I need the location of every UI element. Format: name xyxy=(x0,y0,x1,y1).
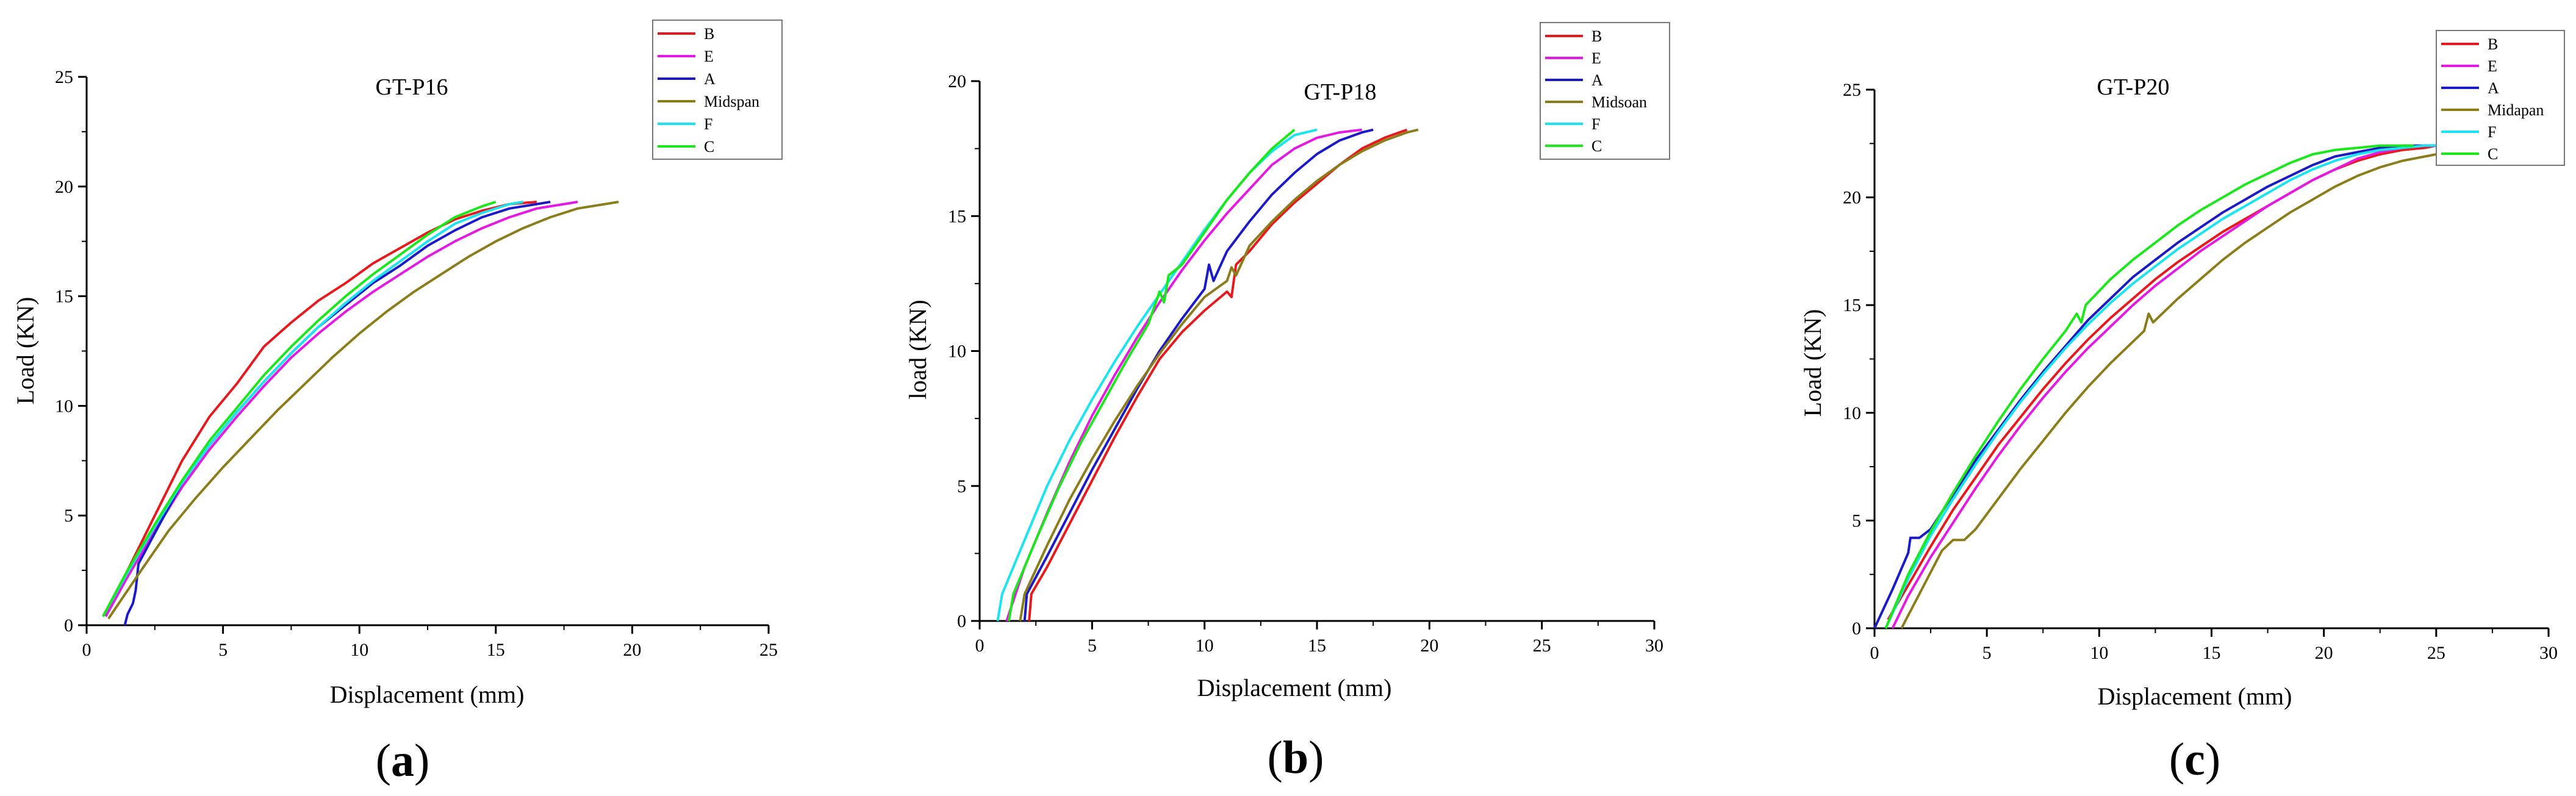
x-tick-label: 15 xyxy=(1308,636,1326,656)
legend-entry: Midsoan xyxy=(1591,93,1647,111)
series-line-a xyxy=(1873,144,2436,629)
legend-entry: C xyxy=(704,138,714,156)
legend-entry: F xyxy=(704,115,712,133)
legend-box xyxy=(2436,30,2565,166)
x-axis-label: Displacement (mm) xyxy=(1197,674,1392,701)
legend-entry: C xyxy=(1591,137,1602,155)
series-line-b xyxy=(104,201,537,617)
y-tick-label: 10 xyxy=(948,342,966,362)
x-tick-label: 30 xyxy=(1645,636,1663,656)
legend-entry: Midapan xyxy=(2488,101,2544,119)
series-line-f xyxy=(102,201,523,617)
x-tick-label: 10 xyxy=(2090,643,2108,663)
chart-panel-a: 0 5 10 15 20 25 0 5 10 15 20 25 GT-P16 Displacement (… xyxy=(12,20,783,786)
x-tick-label: 5 xyxy=(218,640,228,660)
chart-title: GT-P18 xyxy=(1304,79,1377,105)
x-tick-label: 0 xyxy=(1870,643,1879,663)
series-line-midspan xyxy=(107,201,619,620)
series-line-b xyxy=(1887,144,2437,620)
y-tick-label: 25 xyxy=(1843,80,1861,100)
y-tick-label: 10 xyxy=(1843,403,1861,423)
x-tick-label: 0 xyxy=(975,636,985,656)
y-tick-label: 5 xyxy=(957,476,966,497)
legend-box xyxy=(1540,22,1670,160)
chart-title: GT-P20 xyxy=(2097,74,2170,100)
legend-entry: E xyxy=(1591,49,1601,67)
x-tick-label: 25 xyxy=(2427,643,2445,663)
y-tick-label: 15 xyxy=(55,287,73,307)
y-tick-label: 0 xyxy=(64,615,73,636)
y-tick-label: 20 xyxy=(55,177,73,197)
legend-entry: E xyxy=(704,48,714,65)
y-tick-label: 5 xyxy=(1852,511,1861,531)
legend-entry: C xyxy=(2488,145,2498,163)
legend: BEA Midapan FC xyxy=(2436,30,2565,166)
legend-entry: A xyxy=(2488,79,2499,97)
series-line-e xyxy=(1891,144,2436,629)
legend: BEA Midspan FC xyxy=(652,20,783,160)
chart-panel-c: 0 5 10 15 20 25 30 0 5 10 15 20 25 GT-P20 Displacement… xyxy=(1799,30,2565,785)
x-tick-label: 30 xyxy=(2539,643,2558,663)
x-axis-label: Displacement (mm) xyxy=(330,681,525,708)
x-tick-label: 10 xyxy=(1196,636,1214,656)
legend-entry: F xyxy=(2488,123,2496,141)
x-axis-label: Displacement (mm) xyxy=(2098,683,2292,710)
legend-entry: B xyxy=(704,25,714,43)
chart-panel-b: 0 5 10 15 20 25 30 0 5 10 15 20 GT-P18 Displacement (… xyxy=(904,22,1670,783)
y-tick-label: 25 xyxy=(55,67,73,87)
legend-entry: B xyxy=(1591,27,1602,45)
series-line-b xyxy=(1028,128,1408,622)
x-tick-label: 20 xyxy=(2315,643,2333,663)
panel-label: (b) xyxy=(1268,732,1324,783)
y-tick-label: 20 xyxy=(1843,188,1861,208)
x-tick-label: 10 xyxy=(350,640,368,660)
series-line-c xyxy=(1007,129,1296,622)
x-tick-label: 20 xyxy=(623,640,641,660)
legend: BEA Midsoan FC xyxy=(1540,22,1670,160)
series-line-e xyxy=(1005,128,1362,622)
series-line-a xyxy=(1023,128,1374,622)
series-line-c xyxy=(102,201,497,617)
y-tick-label: 0 xyxy=(957,611,966,631)
series-line-e xyxy=(104,201,578,617)
series-line-f xyxy=(1884,144,2436,629)
legend-entry: A xyxy=(1591,71,1603,89)
x-tick-label: 25 xyxy=(759,640,778,660)
x-tick-label: 25 xyxy=(1533,636,1551,656)
legend-entry: A xyxy=(704,70,716,88)
legend-box xyxy=(652,20,783,160)
y-tick-label: 15 xyxy=(1843,295,1861,315)
panel-label: (c) xyxy=(2169,734,2220,785)
x-tick-label: 0 xyxy=(82,640,91,660)
y-tick-label: 10 xyxy=(55,396,73,416)
y-tick-label: 20 xyxy=(948,71,966,91)
y-tick-label: 0 xyxy=(1852,619,1861,639)
y-axis-label: Load (KN) xyxy=(1799,309,1826,417)
x-tick-label: 15 xyxy=(2203,643,2221,663)
x-tick-label: 5 xyxy=(1088,636,1097,656)
y-axis-label: Load (KN) xyxy=(12,297,39,405)
x-tick-label: 20 xyxy=(1420,636,1438,656)
series-line-midapan xyxy=(1900,153,2437,629)
x-tick-label: 5 xyxy=(1982,643,1992,663)
legend-entry: Midspan xyxy=(704,93,759,110)
series-line-c xyxy=(1884,144,2414,629)
legend-entry: B xyxy=(2488,35,2498,53)
series-line-a xyxy=(123,201,551,626)
y-axis-label: load (KN) xyxy=(904,299,931,399)
x-tick-label: 15 xyxy=(487,640,505,660)
legend-entry: E xyxy=(2488,57,2497,75)
legend-entry: F xyxy=(1591,115,1600,133)
y-tick-label: 5 xyxy=(64,506,73,526)
series-line-midsoan xyxy=(1019,128,1419,622)
panel-label: (a) xyxy=(376,735,430,786)
chart-title: GT-P16 xyxy=(376,74,448,100)
y-tick-label: 15 xyxy=(948,206,966,226)
